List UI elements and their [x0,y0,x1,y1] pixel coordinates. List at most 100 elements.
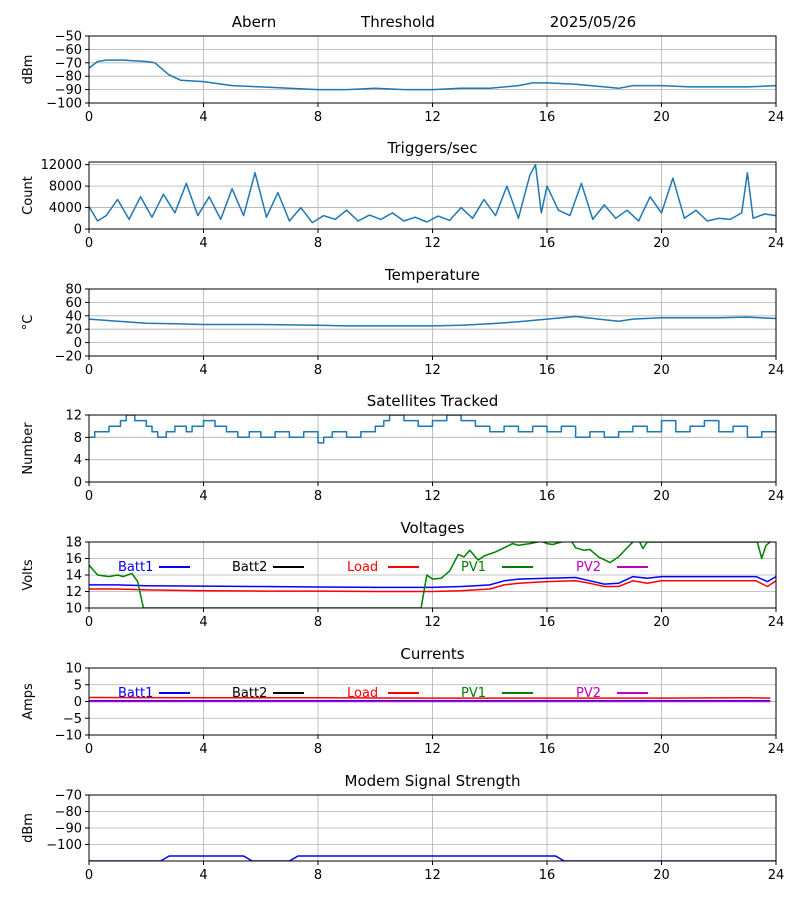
x-tick-label: 4 [199,236,207,251]
x-tick-label: 12 [424,742,441,757]
panel-title: Voltages [400,519,464,537]
y-tick-label: 12000 [41,158,82,173]
y-axis-label: Number [21,422,36,475]
panel-title: Currents [400,645,464,663]
x-tick-label: 24 [768,236,785,251]
y-tick-label: 14 [65,569,82,584]
x-tick-label: 12 [424,615,441,630]
y-tick-label: 0 [74,476,82,491]
y-tick-label: 10 [65,662,82,677]
x-tick-label: 20 [653,868,670,883]
legend-label-batt1: Batt1 [118,560,153,575]
x-tick-label: 12 [424,236,441,251]
x-tick-label: 8 [314,236,322,251]
x-tick-label: 16 [539,110,556,125]
date-title: 2025/05/26 [550,13,636,31]
legend-label-batt1: Batt1 [118,686,153,701]
y-tick-label: −80 [55,805,82,820]
y-tick-label: −10 [55,729,82,744]
x-tick-label: 20 [653,363,670,378]
x-tick-label: 12 [424,868,441,883]
series-line-1 [89,855,776,861]
series-line-load [89,696,771,699]
x-tick-label: 20 [653,489,670,504]
legend-label-pv2: PV2 [576,686,601,701]
x-tick-label: 4 [199,615,207,630]
station-title: Abern [232,13,276,31]
legend-label-load: Load [347,560,378,575]
y-tick-label: 4 [74,453,82,468]
x-tick-label: 8 [314,110,322,125]
y-tick-label: 20 [65,323,82,338]
panel-title: Modem Signal Strength [345,772,521,790]
x-tick-label: 16 [539,236,556,251]
y-tick-label: 40 [65,309,82,324]
x-tick-label: 8 [314,868,322,883]
x-tick-label: 12 [424,363,441,378]
y-tick-label: −70 [55,789,82,804]
x-tick-label: 16 [539,363,556,378]
x-tick-label: 24 [768,110,785,125]
legend-label-load: Load [347,686,378,701]
x-tick-label: 24 [768,489,785,504]
panel-title: Satellites Tracked [367,392,498,410]
series-group [89,415,776,444]
legend-label-batt2: Batt2 [232,686,267,701]
x-tick-label: 20 [653,742,670,757]
x-tick-label: 0 [85,363,93,378]
x-tick-label: 12 [424,489,441,504]
y-tick-label: 80 [65,283,82,298]
x-tick-label: 16 [539,489,556,504]
x-tick-label: 8 [314,742,322,757]
x-tick-label: 0 [85,615,93,630]
legend-label-pv2: PV2 [576,560,601,575]
legend-label-pv1: PV1 [461,686,486,701]
y-tick-label: 16 [65,552,82,567]
y-tick-label: −90 [55,83,82,98]
y-tick-label: 12 [65,409,82,424]
x-tick-label: 24 [768,615,785,630]
series-group [89,542,776,608]
panel-2: 0 4 8 12 16 20 24 0 4000 8000 12000 Count Triggers/s… [21,139,784,251]
series-line-1 [89,59,776,91]
y-tick-label: 0 [74,336,82,351]
y-tick-label: 18 [65,536,82,551]
x-tick-label: 4 [199,489,207,504]
y-axis-label: dBm [21,813,36,843]
y-tick-label: 0 [74,223,82,238]
y-tick-label: 8 [74,431,82,446]
panel-title: Triggers/sec [387,139,478,157]
x-tick-label: 16 [539,615,556,630]
x-tick-label: 8 [314,615,322,630]
y-tick-label: 12 [65,585,82,600]
y-tick-label: 8000 [49,180,82,195]
x-tick-label: 8 [314,489,322,504]
x-tick-label: 16 [539,742,556,757]
y-tick-label: −100 [46,97,82,112]
y-axis-label: Volts [21,559,36,591]
y-tick-label: −20 [55,350,82,365]
y-tick-label: −70 [55,56,82,71]
x-tick-label: 4 [199,868,207,883]
y-tick-label: 10 [65,602,82,617]
series-group [89,59,776,91]
x-tick-label: 0 [85,489,93,504]
series-line-1 [89,163,776,224]
mode-title: Threshold [360,13,435,31]
y-tick-label: 4000 [49,201,82,216]
panel-7: 0 4 8 12 16 20 24 −100−90 −80−70 dBm Modem Signal … [21,772,784,883]
panel-title: Temperature [384,266,480,284]
series-line-1 [89,315,776,327]
x-tick-label: 4 [199,742,207,757]
x-tick-label: 20 [653,110,670,125]
series-line-pv1 [89,542,771,608]
y-axis-label: °C [21,315,36,331]
y-tick-label: 5 [74,678,82,693]
x-tick-label: 4 [199,110,207,125]
y-axis-label: Count [21,176,36,215]
x-tick-label: 12 [424,110,441,125]
x-tick-label: 8 [314,363,322,378]
x-tick-label: 0 [85,110,93,125]
